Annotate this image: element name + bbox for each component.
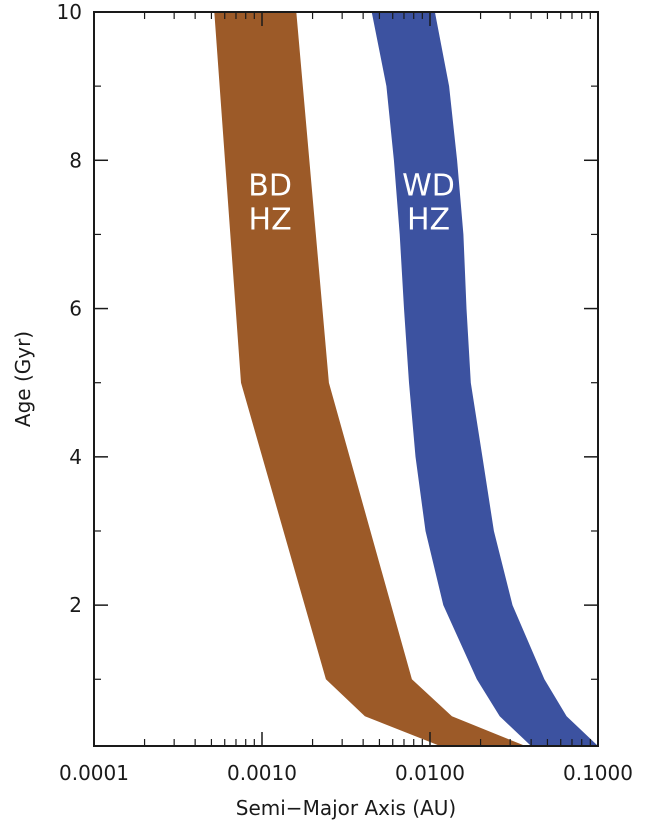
x-tick-label: 0.1000 <box>563 761 633 785</box>
x-axis-label: Semi−Major Axis (AU) <box>236 796 456 820</box>
x-tick-label: 0.0010 <box>227 761 297 785</box>
band-bd-hz <box>214 12 526 746</box>
band-label-wd-hz-line-0: WD <box>402 168 455 203</box>
band-label-wd-hz-line-1: HZ <box>407 202 450 237</box>
y-tick-label: 6 <box>69 297 82 321</box>
x-tick-label: 0.0001 <box>59 761 129 785</box>
band-label-bd-hz-line-0: BD <box>248 168 292 203</box>
plot-frame <box>93 11 599 747</box>
band-layer <box>214 12 598 746</box>
y-tick-label: 2 <box>69 593 82 617</box>
x-tick-label: 0.0100 <box>395 761 465 785</box>
band-label-bd-hz-line-1: HZ <box>249 202 292 237</box>
y-tick-label: 10 <box>57 0 82 24</box>
x-axis-ticks: 0.0001 0.0010 0.0100 0.1000 <box>59 12 633 785</box>
band-wd-hz <box>371 12 598 746</box>
y-tick-label: 8 <box>69 148 82 172</box>
y-axis-label: Age (Gyr) <box>11 331 35 427</box>
y-axis-ticks: 2 4 6 8 10 <box>57 0 598 680</box>
y-tick-label: 4 <box>69 445 82 469</box>
